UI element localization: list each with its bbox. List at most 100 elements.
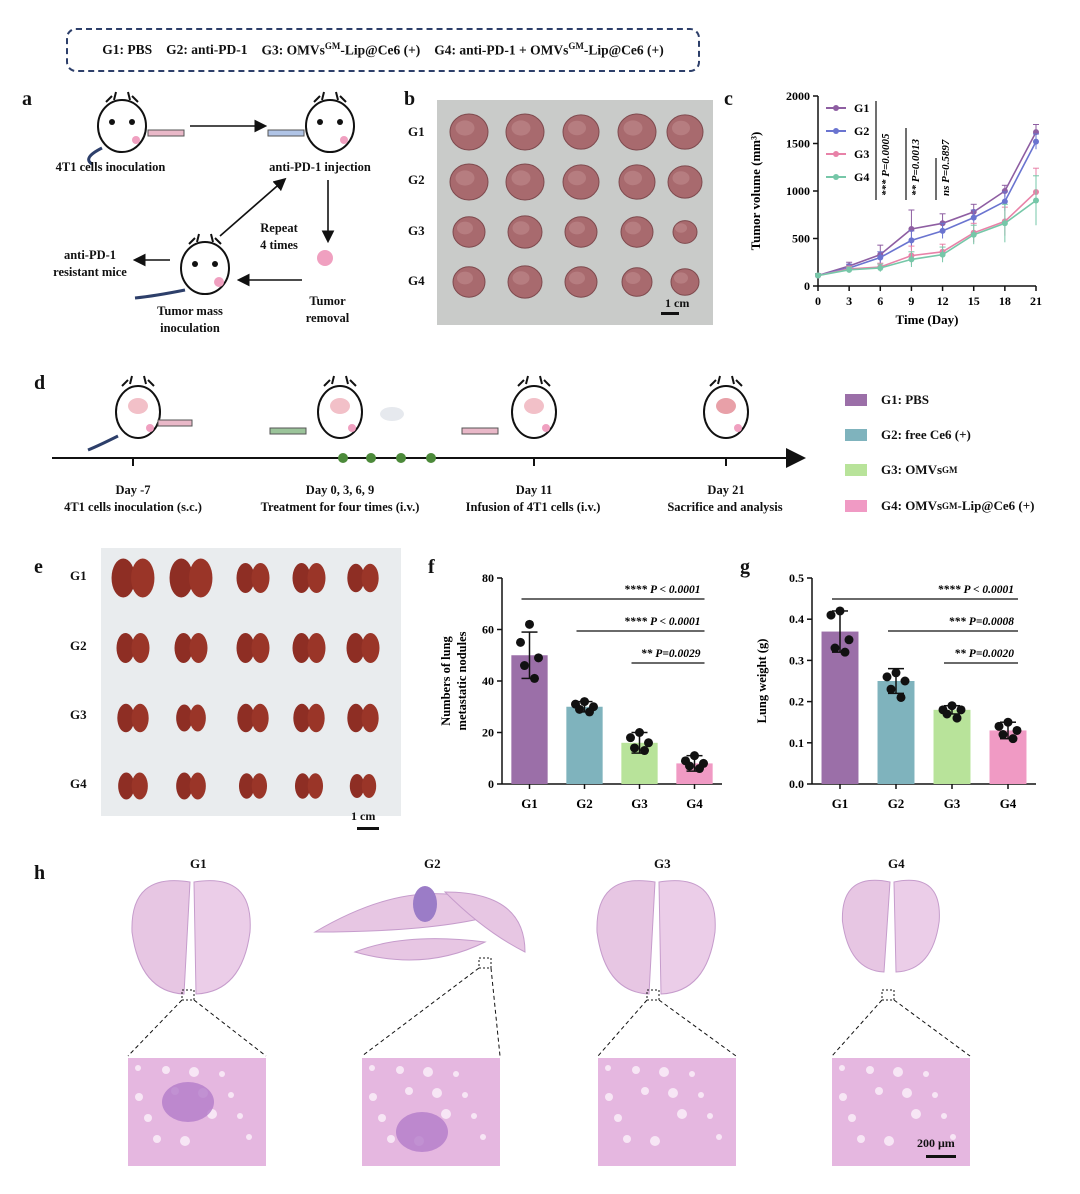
comparison-label: **** P < 0.0001: [624, 584, 700, 596]
lung-lobe: [307, 773, 324, 799]
tumor-highlight: [512, 271, 530, 285]
lung-lobe: [111, 558, 135, 598]
x-tick-label: 18: [999, 294, 1011, 308]
zoom-line: [597, 999, 648, 1057]
tumor-highlight: [455, 170, 475, 186]
tissue-section: [353, 938, 487, 961]
alveolus: [162, 1066, 170, 1074]
lung-lobe: [236, 633, 255, 663]
mouse-icon: [87, 91, 185, 166]
alveolus: [453, 1071, 459, 1077]
data-point: [891, 668, 901, 678]
data-point: [1012, 725, 1022, 735]
zoom-box: [646, 989, 660, 1001]
lung-lobe: [174, 633, 193, 663]
label-tumor-mass-1: Tumor mass: [157, 304, 223, 318]
zoom-line: [893, 999, 971, 1057]
legend-swatch: [845, 429, 867, 441]
lung-lobe: [251, 773, 268, 799]
lung-lobe: [189, 704, 206, 732]
alveolus: [605, 1093, 613, 1101]
treatment-dot: [366, 453, 376, 463]
data-point: [877, 264, 884, 271]
alveolus: [614, 1114, 622, 1122]
lung-lobe: [361, 703, 379, 733]
lung-lobe: [237, 703, 255, 733]
data-point: [1003, 717, 1013, 727]
alveolus: [153, 1135, 161, 1143]
legend-swatch: [845, 500, 867, 512]
alveolus: [432, 1088, 442, 1098]
data-point: [815, 272, 821, 279]
data-point: [952, 713, 962, 723]
alveolus: [480, 1134, 486, 1140]
alveolus: [866, 1066, 874, 1074]
data-point: [695, 764, 704, 774]
y-tick-label: 0: [804, 279, 810, 293]
alveolus: [932, 1092, 938, 1098]
lung-lobe: [347, 703, 365, 733]
y-axis-label: Numbers of lung: [439, 635, 453, 725]
tissue-nodule: [413, 886, 437, 922]
tumor-highlight: [512, 221, 530, 235]
series-line-g2: [817, 141, 1037, 277]
mouse-icon: [269, 375, 404, 439]
alveolus: [387, 1135, 395, 1143]
data-point: [956, 705, 966, 715]
data-point: [882, 672, 892, 682]
alveolus: [689, 1071, 695, 1077]
timeline-desc-treatment: Treatment for four times (i.v.): [260, 500, 420, 514]
lung-lobe: [116, 633, 135, 663]
alveolus: [902, 1088, 912, 1098]
tumor-highlight: [457, 221, 473, 235]
significance-label: *** P=0.0005: [880, 133, 892, 196]
alveolus: [441, 1109, 451, 1119]
histology-scale-label: 200 μm: [917, 1136, 955, 1150]
data-point: [896, 692, 906, 702]
x-tick-label: G1: [832, 796, 849, 811]
tissue-lobe: [596, 880, 656, 995]
tissue-lobe: [893, 879, 940, 973]
lung-lobe: [292, 563, 311, 593]
row-label-g2: G2: [408, 172, 425, 187]
x-tick-label: 21: [1030, 294, 1042, 308]
mouse-icon: [134, 233, 230, 300]
tumor-sample: [672, 220, 698, 244]
timeline-desc-sacrifice: Sacrifice and analysis: [667, 500, 783, 514]
data-point: [840, 647, 850, 657]
alveolus: [180, 1136, 190, 1146]
x-axis-label: Time (Day): [896, 312, 959, 327]
series-line-g3: [817, 191, 1037, 277]
y-tick-label: 40: [482, 674, 494, 688]
bar-g3: [933, 709, 971, 784]
data-point: [516, 637, 525, 647]
alveolus: [189, 1067, 199, 1077]
tumor-highlight: [672, 120, 690, 136]
x-tick-label: G3: [944, 796, 961, 811]
alveolus: [668, 1088, 678, 1098]
lung-lobe: [176, 772, 193, 800]
lung-lobe: [131, 772, 148, 800]
histology-section: [831, 879, 971, 1166]
y-axis-label: Tumor volume (mm³): [748, 132, 763, 251]
legend-marker: [833, 151, 839, 157]
mouse-icon: [267, 91, 355, 153]
lung-lobe: [236, 563, 255, 593]
series-line-g1: [817, 131, 1037, 277]
label-4-times: 4 times: [260, 238, 298, 252]
y-tick-label: 500: [792, 232, 810, 246]
tumor-highlight: [511, 120, 531, 136]
alveolus: [405, 1087, 413, 1095]
metastatic-focus: [396, 1112, 448, 1152]
data-point: [640, 746, 649, 756]
tissue-section: [443, 891, 526, 953]
histology-section: [313, 886, 526, 1166]
timeline-day-treatment: Day 0, 3, 6, 9: [305, 483, 375, 497]
lung-lobe: [251, 563, 270, 593]
alveolus: [605, 1065, 611, 1071]
alveolus: [632, 1066, 640, 1074]
lung-lobe: [307, 703, 325, 733]
alveolus: [369, 1093, 377, 1101]
x-tick-label: 3: [846, 294, 852, 308]
data-point: [520, 661, 529, 671]
